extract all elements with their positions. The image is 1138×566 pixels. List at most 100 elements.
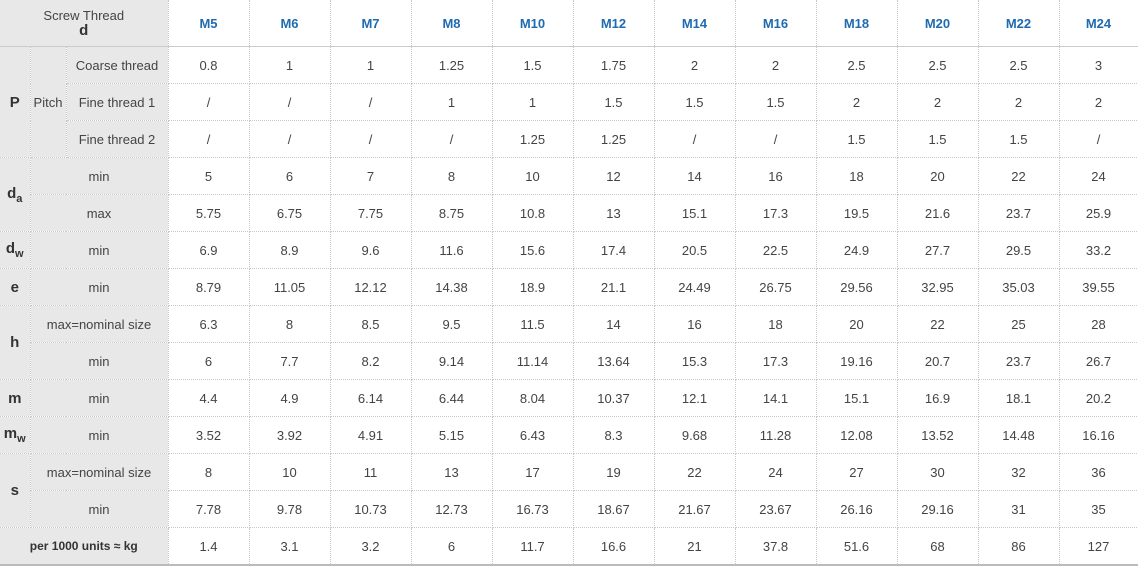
table-cell: / xyxy=(1059,120,1138,158)
size-header: M6 xyxy=(249,0,331,47)
table-cell: 24.9 xyxy=(816,231,898,269)
table-cell: 9.68 xyxy=(654,416,736,454)
table-cell: 8.79 xyxy=(168,268,250,306)
header-row: Screw Thread d M5 M6 M7 M8 M10 M12 M14 M… xyxy=(0,0,1138,47)
corner-line2: d xyxy=(79,22,89,39)
table-cell: 6.43 xyxy=(492,416,574,454)
table-cell: 5.75 xyxy=(168,194,250,232)
table-cell: 15.3 xyxy=(654,342,736,380)
label-p: P xyxy=(0,46,31,158)
table-cell: 10.73 xyxy=(330,490,412,528)
table-cell: 1.5 xyxy=(573,83,655,121)
table-cell: 16.6 xyxy=(573,527,655,566)
table-cell: 12 xyxy=(573,157,655,195)
table-cell: 11.6 xyxy=(411,231,493,269)
row-s-min: min 7.78 9.78 10.73 12.73 16.73 18.67 21.67 23.… xyxy=(0,490,1138,528)
table-cell: 33.2 xyxy=(1059,231,1138,269)
table-cell: 15.1 xyxy=(816,379,898,417)
table-cell: 23.67 xyxy=(735,490,817,528)
table-cell: 127 xyxy=(1059,527,1138,566)
row-h-min: min 6 7.7 8.2 9.14 11.14 13.64 15.3 17.3 19.16 20… xyxy=(0,342,1138,380)
size-header: M5 xyxy=(168,0,250,47)
table-cell: 3.92 xyxy=(249,416,331,454)
table-cell: 1.5 xyxy=(816,120,898,158)
table-cell: 2.5 xyxy=(816,46,898,84)
table-cell: 25 xyxy=(978,305,1060,343)
table-cell: 24.49 xyxy=(654,268,736,306)
table-cell: / xyxy=(330,120,412,158)
table-cell: 14.48 xyxy=(978,416,1060,454)
table-cell: 1.5 xyxy=(492,46,574,84)
size-header: M22 xyxy=(978,0,1060,47)
table-cell: 2 xyxy=(978,83,1060,121)
label-da: da xyxy=(0,157,31,232)
table-cell: 14 xyxy=(573,305,655,343)
row-coarse: P Pitch Coarse thread 0.8 1 1 1.25 1.5 1.75 2 2… xyxy=(0,46,1138,158)
table-cell: 5 xyxy=(168,157,250,195)
table-cell: 15.6 xyxy=(492,231,574,269)
table-cell: 1 xyxy=(411,83,493,121)
table-cell: 8 xyxy=(411,157,493,195)
label-fine-thread-1: Fine thread 1 xyxy=(66,83,169,121)
table-cell: 10 xyxy=(492,157,574,195)
table-cell: 28 xyxy=(1059,305,1138,343)
table-cell: 3.1 xyxy=(249,527,331,566)
label-pitch: Pitch xyxy=(30,46,67,158)
table-cell: 11.28 xyxy=(735,416,817,454)
table-cell: 6.75 xyxy=(249,194,331,232)
table-cell: 5.15 xyxy=(411,416,493,454)
table-cell: 15.1 xyxy=(654,194,736,232)
table-cell: 6 xyxy=(249,157,331,195)
table-cell: 8 xyxy=(168,453,250,491)
table-cell: 22.5 xyxy=(735,231,817,269)
table-cell: / xyxy=(168,120,250,158)
table-cell: 1 xyxy=(330,46,412,84)
table-cell: 21 xyxy=(654,527,736,566)
label-h: h xyxy=(0,305,31,380)
table-cell: 3.52 xyxy=(168,416,250,454)
table-cell: 18.9 xyxy=(492,268,574,306)
table-cell: 20 xyxy=(816,305,898,343)
table-cell: 13.64 xyxy=(573,342,655,380)
table-cell: / xyxy=(735,120,817,158)
table-cell: 1.5 xyxy=(978,120,1060,158)
table-cell: 26.7 xyxy=(1059,342,1138,380)
table-cell: 1.5 xyxy=(735,83,817,121)
table-cell: 6.3 xyxy=(168,305,250,343)
table-cell: 4.4 xyxy=(168,379,250,417)
label-coarse-thread: Coarse thread xyxy=(66,46,169,84)
table-cell: 2.5 xyxy=(897,46,979,84)
label-fine-thread-2: Fine thread 2 xyxy=(66,120,169,158)
table-cell: 36 xyxy=(1059,453,1138,491)
table-cell: 26.16 xyxy=(816,490,898,528)
table-cell: 6 xyxy=(168,342,250,380)
table-cell: 13.52 xyxy=(897,416,979,454)
table-cell: 1.25 xyxy=(573,120,655,158)
size-header: M18 xyxy=(816,0,898,47)
table-cell: 8.75 xyxy=(411,194,493,232)
label-min: min xyxy=(30,268,169,306)
label-min: min xyxy=(30,342,169,380)
table-cell: 6.44 xyxy=(411,379,493,417)
table-cell: 19.16 xyxy=(816,342,898,380)
table-cell: 24 xyxy=(735,453,817,491)
table-cell: 11.7 xyxy=(492,527,574,566)
row-da-max: max 5.75 6.75 7.75 8.75 10.8 13 15.1 17.3 19.5 21… xyxy=(0,194,1138,232)
row-mw-min: mw min 3.52 3.92 4.91 5.15 6.43 8.3 9.68 11.28 1… xyxy=(0,416,1138,454)
table-cell: 29.16 xyxy=(897,490,979,528)
table-cell: 22 xyxy=(654,453,736,491)
table-cell: 20.7 xyxy=(897,342,979,380)
table-cell: 24 xyxy=(1059,157,1138,195)
table-cell: 16.73 xyxy=(492,490,574,528)
table-cell: 2 xyxy=(897,83,979,121)
table-cell: 1.4 xyxy=(168,527,250,566)
table-cell: 86 xyxy=(978,527,1060,566)
row-h-max: h max=nominal size 6.3 8 8.5 9.5 11.5 14 16 18 2… xyxy=(0,305,1138,380)
table-cell: 26.75 xyxy=(735,268,817,306)
table-cell: / xyxy=(411,120,493,158)
table-cell: 1.25 xyxy=(411,46,493,84)
table-cell: 19.5 xyxy=(816,194,898,232)
label-min: min xyxy=(30,231,169,269)
table-cell: 13 xyxy=(411,453,493,491)
